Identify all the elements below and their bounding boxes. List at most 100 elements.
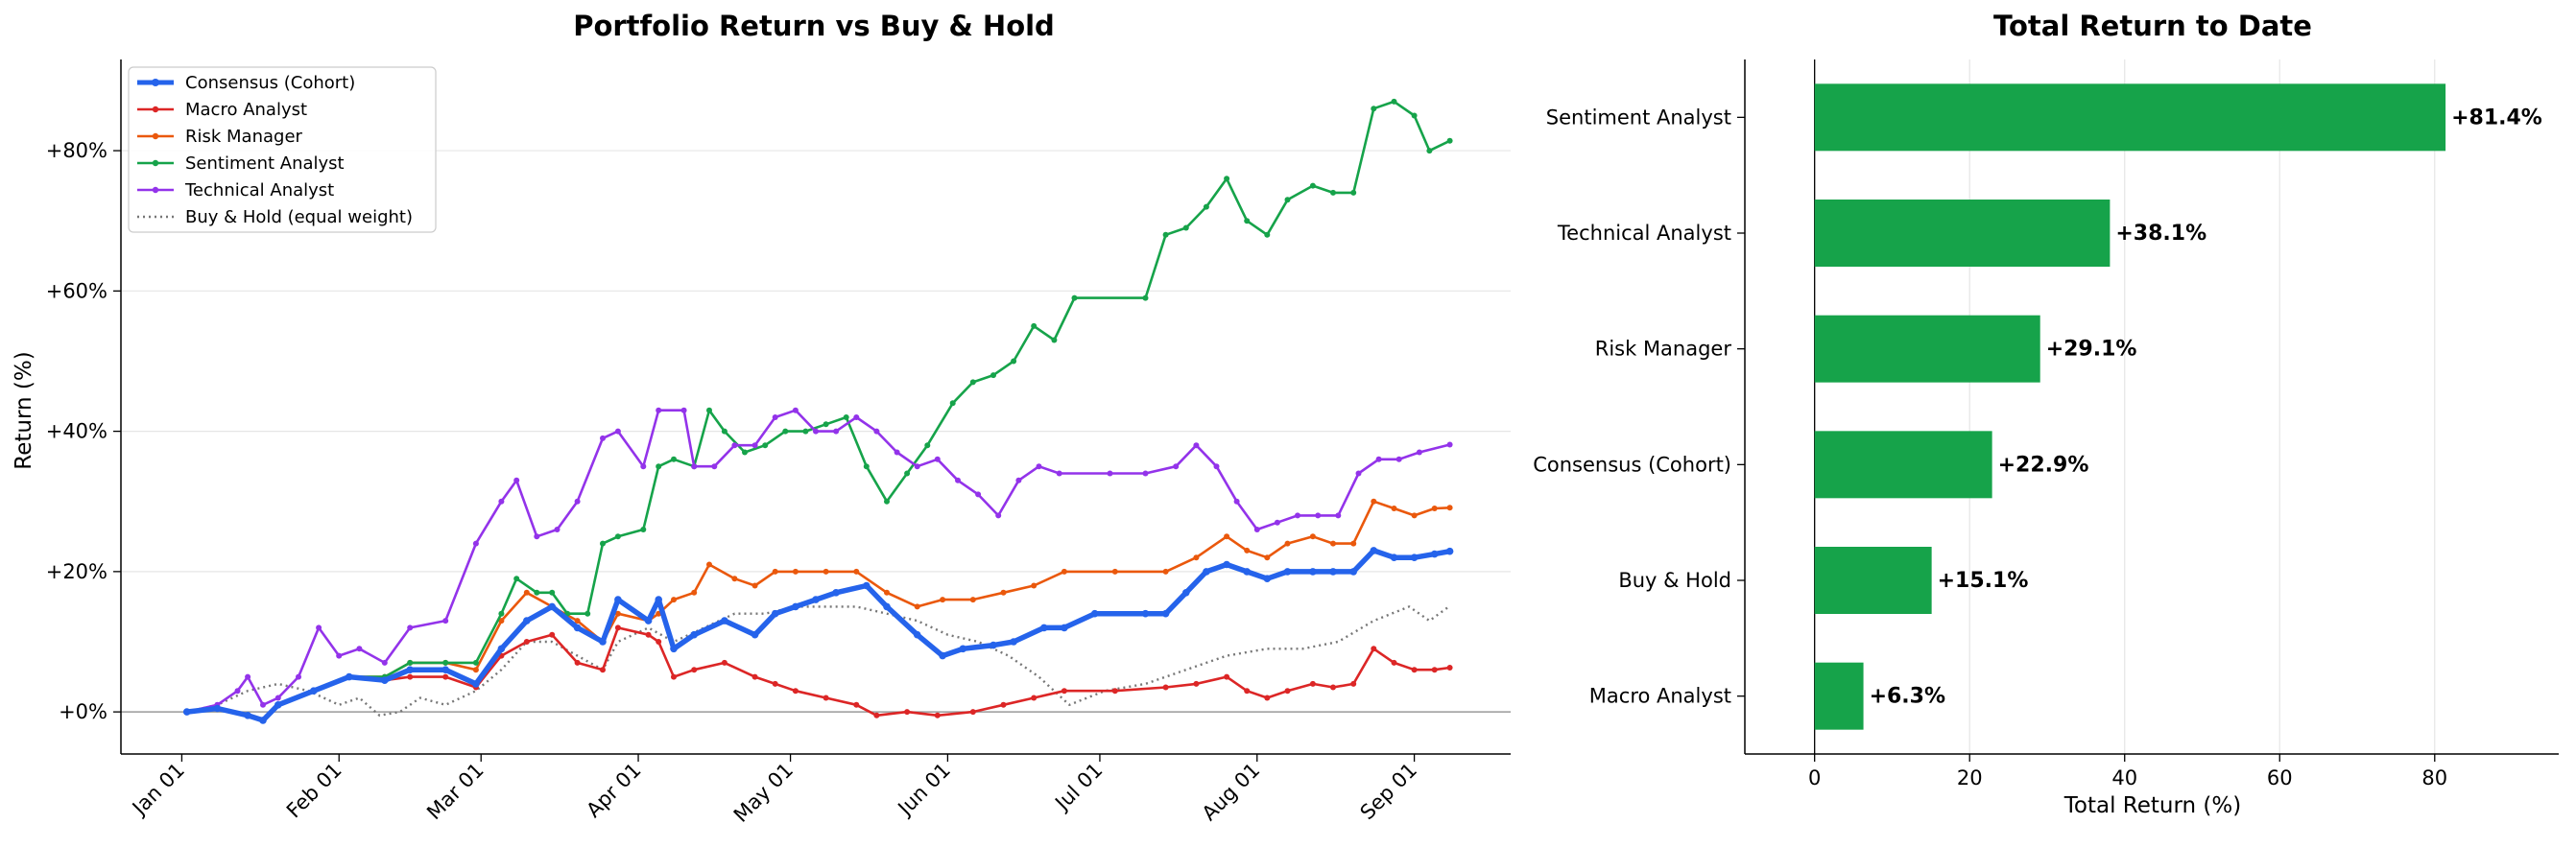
bar <box>1814 83 2446 152</box>
series-point <box>472 680 480 688</box>
series-point <box>1061 688 1067 695</box>
series-point <box>762 442 769 449</box>
series-point <box>549 631 556 638</box>
legend-item: Technical Analyst <box>137 180 334 200</box>
line-chart-y-axis-label: Return (%) <box>12 351 36 469</box>
series-point <box>1350 680 1357 687</box>
line-chart-title: Portfolio Return vs Buy & Hold <box>573 10 1055 42</box>
series-point <box>1426 148 1433 154</box>
series-point <box>1010 638 1017 646</box>
series-point <box>1284 540 1291 547</box>
series-point <box>969 379 976 386</box>
series-point <box>671 673 677 680</box>
series-point <box>792 407 799 413</box>
series-point <box>644 617 653 624</box>
series-point <box>772 568 778 575</box>
series-point <box>296 673 301 680</box>
series-point <box>234 688 241 695</box>
series-point <box>1445 547 1454 555</box>
series-point <box>1203 568 1210 576</box>
line-chart-x-ticks: Jan 01 Feb 01 Mar 01 Apr 01 May 01 Jun 01 Jul … <box>127 754 1421 827</box>
series-point <box>691 463 698 470</box>
bar-chart-category-label: Consensus (Cohort) <box>1533 453 1731 476</box>
series-point <box>1391 659 1397 666</box>
series-line <box>186 100 1451 722</box>
series-point <box>1371 498 1377 505</box>
series-point <box>924 442 931 449</box>
series-point <box>1031 322 1038 329</box>
series-point <box>1000 701 1007 708</box>
series-technical-analyst <box>183 407 1453 716</box>
series-point <box>1061 568 1067 575</box>
series-point <box>1391 506 1397 511</box>
series-point <box>1031 582 1038 589</box>
legend-item: Consensus (Cohort) <box>137 73 355 93</box>
series-point <box>406 666 415 673</box>
series-point <box>706 407 712 413</box>
bar-data-label: +22.9% <box>1998 453 2089 477</box>
series-point <box>883 602 891 611</box>
series-point <box>640 527 647 532</box>
series-point <box>782 428 789 435</box>
series-point <box>336 652 343 659</box>
series-point <box>990 372 996 379</box>
series-point <box>823 695 829 701</box>
series-point <box>1411 667 1418 673</box>
series-point <box>259 717 267 724</box>
series-point <box>873 712 880 718</box>
series-point <box>1446 137 1453 144</box>
series-point <box>711 463 718 470</box>
bar-data-label: +15.1% <box>1938 569 2029 593</box>
series-point <box>381 676 389 684</box>
series-macro-analyst <box>183 624 1453 723</box>
series-point <box>1107 470 1113 477</box>
series-point <box>1431 667 1438 673</box>
series-point <box>1284 688 1291 695</box>
series-point <box>1253 527 1260 532</box>
series-point <box>1335 512 1342 519</box>
series-point <box>670 645 678 653</box>
series-point <box>1213 463 1220 470</box>
series-point <box>554 527 561 532</box>
series-point <box>1193 680 1200 687</box>
series-point <box>939 651 946 660</box>
legend-label: Macro Analyst <box>185 100 307 120</box>
series-point <box>498 498 505 505</box>
series-line <box>186 626 1450 722</box>
legend-marker <box>152 79 159 86</box>
series-point <box>213 704 222 713</box>
series-point <box>706 561 712 568</box>
series-point <box>523 617 531 624</box>
series-point <box>549 589 556 596</box>
series-point <box>940 597 946 603</box>
series-point <box>1411 512 1418 519</box>
series-point <box>523 589 530 596</box>
series-point <box>823 568 829 575</box>
bar-chart-x-tick-label: 80 <box>2421 766 2447 789</box>
line-chart-x-tick-label: Apr 01 <box>582 759 645 822</box>
series-point <box>894 449 900 456</box>
series-point <box>671 456 677 462</box>
series-point <box>1371 106 1377 112</box>
series-point <box>1430 550 1439 558</box>
series-risk-manager <box>183 498 1453 723</box>
series-point <box>955 477 961 483</box>
series-point <box>1264 231 1271 238</box>
series-point <box>772 680 778 687</box>
series-point <box>832 589 840 597</box>
series-point <box>614 596 622 603</box>
series-point <box>959 645 967 653</box>
legend-item: Macro Analyst <box>137 100 307 120</box>
series-point <box>1244 218 1251 224</box>
series-point <box>823 421 829 428</box>
bar-chart-category-label: Technical Analyst <box>1557 222 1731 245</box>
series-point <box>1224 533 1230 540</box>
series-point <box>914 603 920 610</box>
series-point <box>690 630 698 639</box>
series-point <box>441 666 450 673</box>
series-point <box>1264 695 1271 701</box>
series-point <box>1036 463 1042 470</box>
series-point <box>513 576 520 582</box>
series-point <box>833 428 840 435</box>
series-point <box>751 442 758 449</box>
